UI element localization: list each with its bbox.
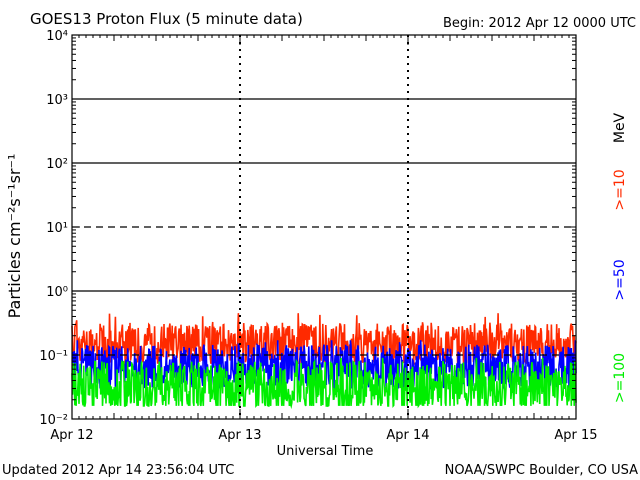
series-line-2 (71, 357, 577, 410)
credit-label: NOAA/SWPC Boulder, CO USA (445, 463, 638, 478)
x-tick-label: Apr 15 (554, 428, 597, 443)
x-axis-label: Universal Time (277, 444, 374, 459)
y-axis-label: Particles cm⁻²s⁻¹sr⁻¹ (5, 154, 24, 319)
x-tick-label: Apr 14 (386, 428, 429, 443)
series-line-0 (71, 313, 577, 365)
y-tick-label: 10⁰ (46, 285, 68, 300)
updated-label: Updated 2012 Apr 14 23:56:04 UTC (2, 463, 234, 478)
y-tick-label: 10⁻² (39, 413, 68, 428)
y-tick-label: 10² (46, 157, 68, 172)
unit-label: MeV (612, 112, 628, 143)
y-tick-label: 10¹ (46, 221, 68, 236)
legend-label-1: >=50 (612, 259, 628, 300)
begin-label: Begin: 2012 Apr 12 0000 UTC (443, 16, 636, 31)
legend-label-2: >=100 (612, 353, 628, 403)
y-tick-label: 10⁴ (46, 29, 68, 44)
legend-label-0: >=10 (612, 169, 628, 210)
chart-title: GOES13 Proton Flux (5 minute data) (30, 10, 303, 28)
x-tick-label: Apr 13 (218, 428, 261, 443)
y-tick-label: 10⁻¹ (39, 349, 68, 364)
y-tick-label: 10³ (46, 93, 68, 108)
x-tick-label: Apr 12 (50, 428, 93, 443)
